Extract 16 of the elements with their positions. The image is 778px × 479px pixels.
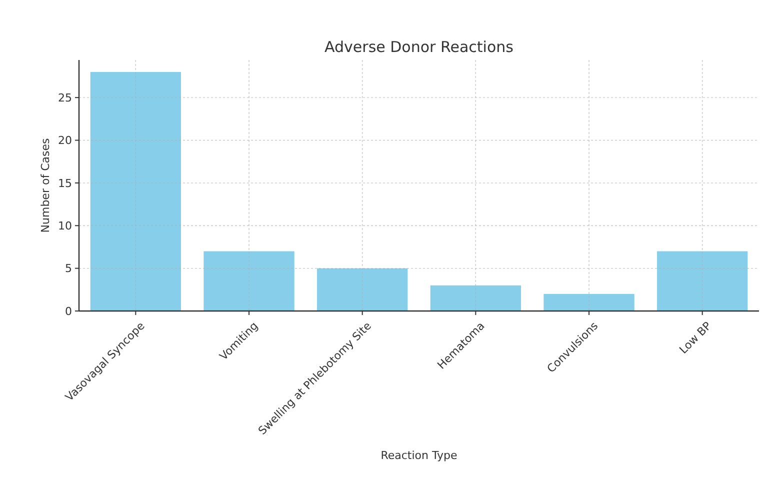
y-tick-label: 20 — [58, 134, 72, 148]
y-tick-label: 10 — [58, 219, 72, 232]
y-tick-label: 25 — [58, 91, 72, 104]
y-axis-title: Number of Cases — [39, 138, 52, 233]
bar — [430, 285, 521, 311]
chart-title: Adverse Donor Reactions — [324, 38, 514, 56]
bar — [544, 294, 634, 311]
x-axis-title: Reaction Type — [380, 449, 458, 462]
bar — [90, 72, 181, 311]
y-tick-label: 15 — [58, 176, 72, 190]
x-tick-label: Low BP — [676, 319, 714, 356]
bar — [204, 251, 294, 311]
bar — [657, 251, 748, 311]
y-tick-label: 0 — [65, 304, 72, 318]
bar — [317, 268, 408, 311]
y-tick-label: 5 — [65, 262, 72, 276]
